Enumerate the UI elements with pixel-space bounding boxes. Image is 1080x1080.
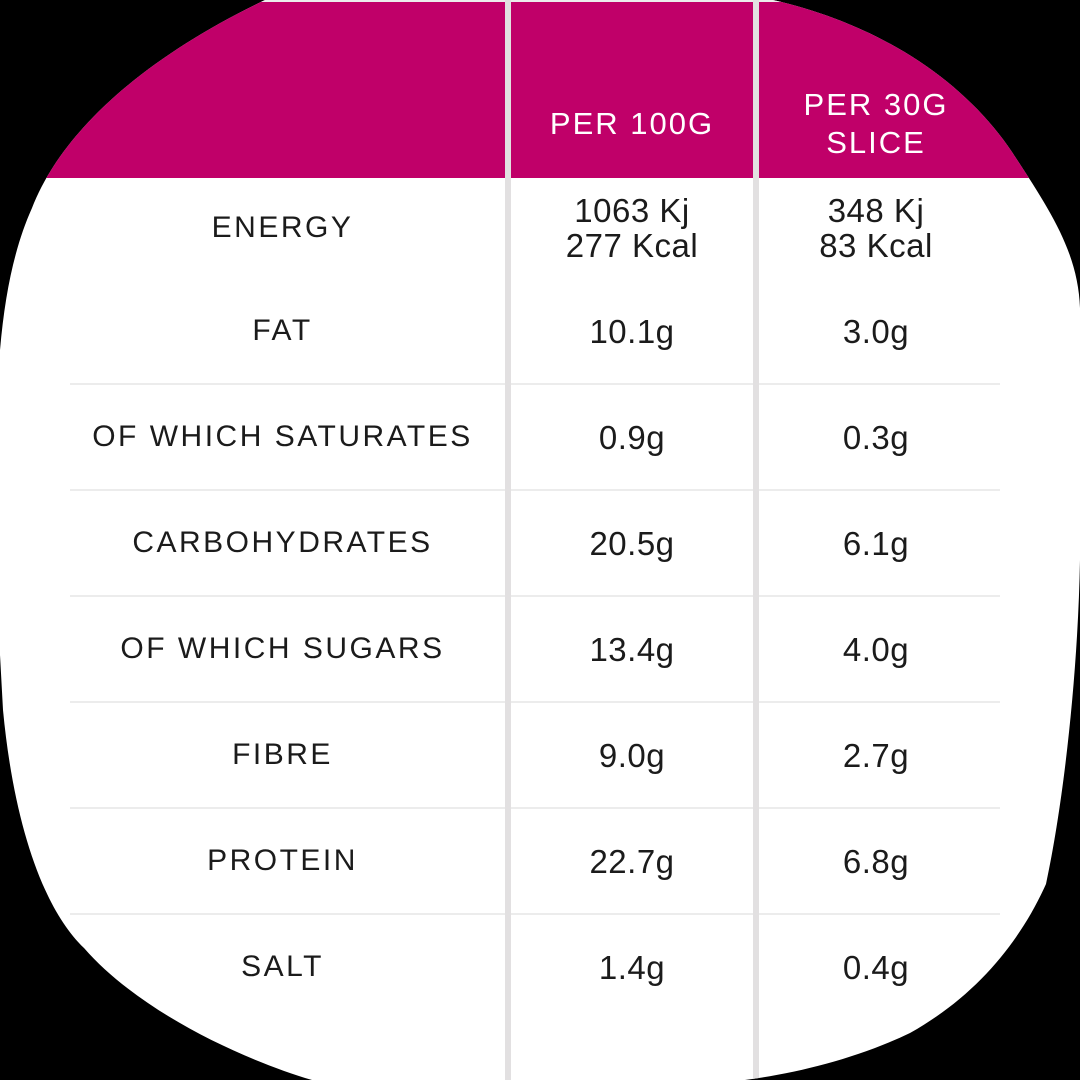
table-row-energy: ENERGY 1063 Kj 277 Kcal 348 Kj 83 Kcal [0, 178, 1080, 278]
row-label: SALT [241, 950, 324, 983]
value-per-100g: 1.4g [598, 948, 666, 986]
row-label: OF WHICH SUGARS [120, 632, 445, 665]
table-row-fibre: FIBRE 9.0g 2.7g [0, 702, 1080, 808]
row-label: OF WHICH SATURATES [92, 420, 473, 453]
value-per-30g: 2.7g [842, 736, 910, 774]
row-separator [70, 913, 1000, 915]
table-row-protein: PROTEIN 22.7g 6.8g [0, 808, 1080, 914]
row-separator [70, 701, 1000, 703]
row-separator [70, 595, 1000, 597]
value-per-30g: 0.3g [842, 418, 910, 456]
table-row-sugars: OF WHICH SUGARS 13.4g 4.0g [0, 596, 1080, 702]
header-empty-cell [60, 0, 505, 178]
value-per-100g: 0.9g [598, 418, 666, 456]
row-separator [70, 0, 1000, 2]
value-per-30g: 6.1g [842, 524, 910, 562]
row-label: CARBOHYDRATES [132, 526, 433, 559]
column-separator [753, 0, 759, 1080]
row-label: FAT [252, 314, 313, 347]
table-row-fat: FAT 10.1g 3.0g [0, 278, 1080, 384]
row-label: PROTEIN [207, 844, 358, 877]
value-per-100g: 13.4g [589, 630, 675, 668]
header-per-100g: PER 100G [549, 106, 715, 141]
row-separator [70, 807, 1000, 809]
table-row-saturates: OF WHICH SATURATES 0.9g 0.3g [0, 384, 1080, 490]
table-row-carbohydrates: CARBOHYDRATES 20.5g 6.1g [0, 490, 1080, 596]
value-per-30g: 348 Kj 83 Kcal [819, 192, 933, 264]
value-per-100g: 20.5g [589, 524, 675, 562]
value-per-100g: 9.0g [598, 736, 666, 774]
row-separator [70, 383, 1000, 385]
value-per-30g: 3.0g [842, 312, 910, 350]
row-label: ENERGY [211, 211, 354, 244]
value-per-30g: 4.0g [842, 630, 910, 668]
value-per-30g: 0.4g [842, 948, 910, 986]
column-separator [505, 0, 511, 1080]
header-per-30g-slice: PER 30G SLICE [803, 87, 949, 160]
row-separator [70, 489, 1000, 491]
row-label: FIBRE [232, 738, 333, 771]
value-per-30g: 6.8g [842, 842, 910, 880]
table-row-salt: SALT 1.4g 0.4g [0, 914, 1080, 1020]
value-per-100g: 1063 Kj 277 Kcal [565, 192, 699, 264]
table-header-band: PER 100G PER 30G SLICE [0, 0, 1080, 178]
value-per-100g: 22.7g [589, 842, 675, 880]
value-per-100g: 10.1g [589, 312, 675, 350]
